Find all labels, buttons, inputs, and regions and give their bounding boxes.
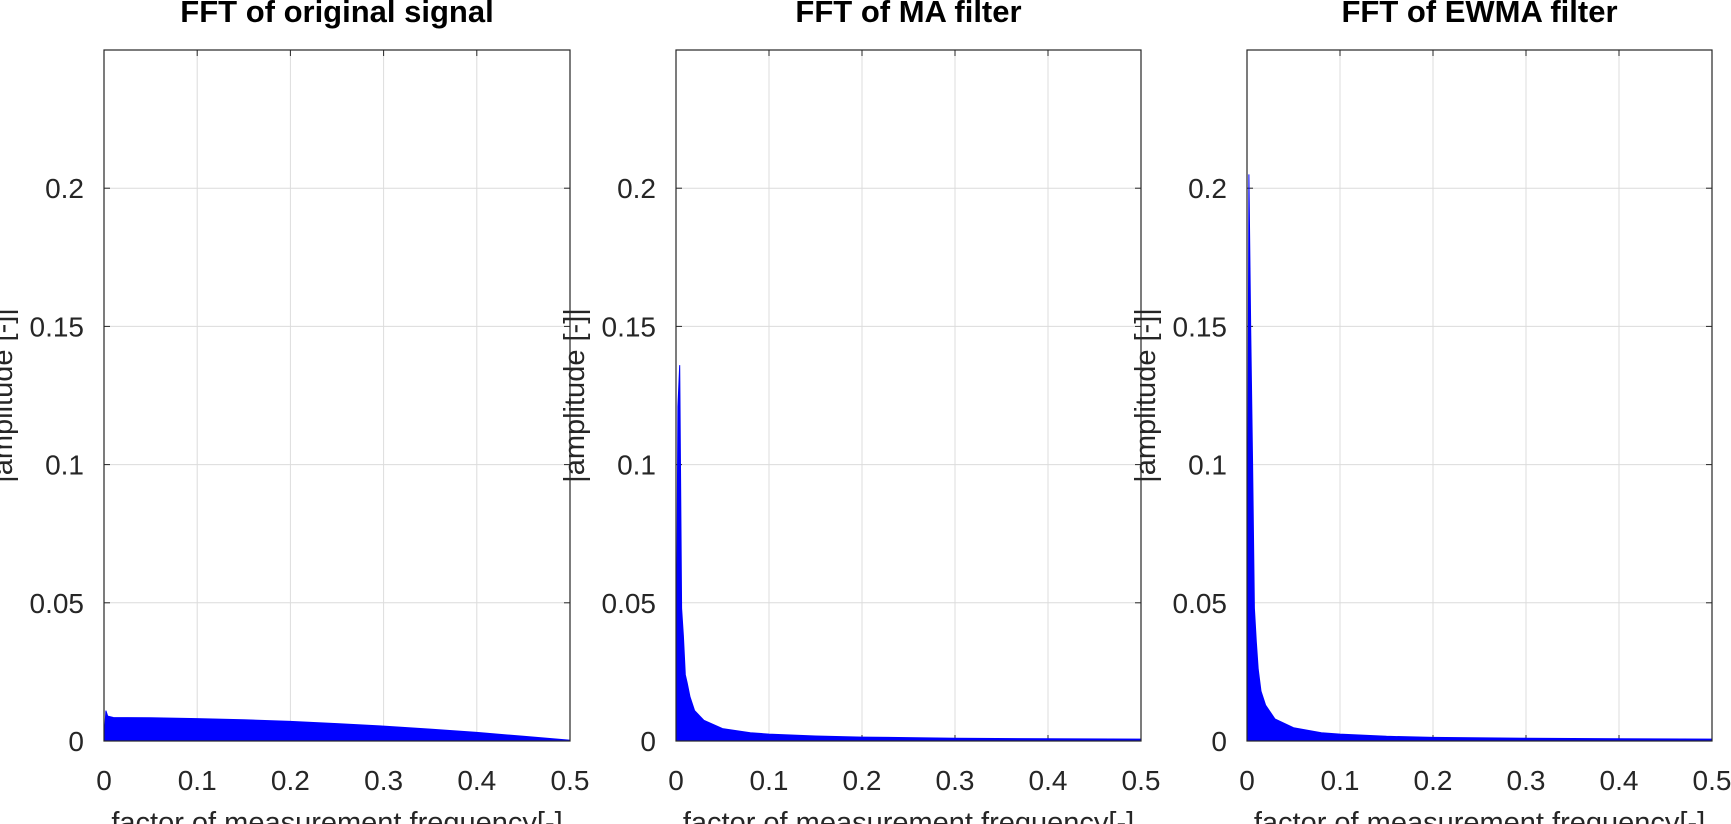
- x-tick-label: 0.1: [1321, 765, 1360, 796]
- axes-frame: [1246, 49, 1713, 742]
- y-tick-label: 0.15: [602, 311, 657, 342]
- panel-ewma-filter: 0 0.05 0.1 0.15 0.2 0 0.1 0.2 0.3 0.4 0.5 FFT of …: [1130, 0, 1731, 824]
- x-tick-label: 0.2: [843, 765, 882, 796]
- x-axis-label: factor of measurement frequency[-]: [111, 807, 562, 824]
- y-tick-label: 0.2: [45, 173, 84, 204]
- y-tick-label: 0.05: [1173, 588, 1228, 619]
- series-area: [1246, 174, 1713, 742]
- chart-title: FFT of original signal: [180, 0, 493, 29]
- y-tick-label: 0.15: [1173, 311, 1228, 342]
- x-tick-label: 0.1: [178, 765, 217, 796]
- y-tick-labels: 0 0.05 0.1 0.15 0.2: [30, 173, 85, 757]
- y-tick-label: 0.15: [30, 311, 85, 342]
- grid-lines: [675, 50, 1142, 742]
- y-tick-labels: 0 0.05 0.1 0.15 0.2: [1173, 173, 1228, 757]
- series-area: [103, 710, 571, 742]
- x-tick-label: 0.1: [750, 765, 789, 796]
- y-tick-label: 0.2: [1188, 173, 1227, 204]
- chart-title: FFT of EWMA filter: [1341, 0, 1617, 29]
- panel-original-signal: 0 0.05 0.1 0.15 0.2 0 0.1 0.2 0.3 0.4 0.5 FFT of …: [0, 0, 589, 824]
- x-tick-label: 0: [96, 765, 112, 796]
- x-tick-labels: 0 0.1 0.2 0.3 0.4 0.5: [1239, 765, 1731, 796]
- y-tick-label: 0.1: [617, 450, 656, 481]
- x-tick-label: 0.5: [1122, 765, 1161, 796]
- x-tick-label: 0.5: [1693, 765, 1731, 796]
- y-tick-labels: 0 0.05 0.1 0.15 0.2: [602, 173, 657, 757]
- x-axis-label: factor of measurement frequency[-]: [683, 807, 1134, 824]
- x-tick-label: 0: [1239, 765, 1255, 796]
- y-tick-label: 0.05: [602, 588, 657, 619]
- x-tick-labels: 0 0.1 0.2 0.3 0.4 0.5: [668, 765, 1160, 796]
- x-tick-label: 0.4: [1600, 765, 1639, 796]
- y-tick-label: 0: [640, 726, 656, 757]
- y-tick-label: 0: [68, 726, 84, 757]
- x-tick-label: 0.3: [936, 765, 975, 796]
- y-tick-label: 0.2: [617, 173, 656, 204]
- x-tick-label: 0.2: [1414, 765, 1453, 796]
- y-axis-label: |amplitude [-]|: [1130, 308, 1162, 483]
- x-tick-label: 0.5: [551, 765, 590, 796]
- chart-title: FFT of MA filter: [795, 0, 1021, 29]
- x-tick-label: 0: [668, 765, 684, 796]
- x-tick-label: 0.3: [1507, 765, 1546, 796]
- y-axis-label: |amplitude [-]|: [0, 308, 19, 483]
- y-axis-label: |amplitude [-]|: [559, 308, 591, 483]
- axes-frame: [103, 49, 571, 742]
- x-tick-label: 0.2: [271, 765, 310, 796]
- x-tick-labels: 0 0.1 0.2 0.3 0.4 0.5: [96, 765, 589, 796]
- y-tick-label: 0.05: [30, 588, 85, 619]
- x-axis-label: factor of measurement frequency[-]: [1254, 807, 1705, 824]
- y-tick-label: 0.1: [1188, 450, 1227, 481]
- x-tick-label: 0.4: [1029, 765, 1068, 796]
- grid-lines: [103, 50, 571, 742]
- panel-ma-filter: 0 0.05 0.1 0.15 0.2 0 0.1 0.2 0.3 0.4 0.5 FFT of …: [559, 0, 1160, 824]
- axes-frame: [675, 49, 1142, 742]
- grid-lines: [1246, 50, 1713, 742]
- x-tick-label: 0.3: [364, 765, 403, 796]
- x-tick-label: 0.4: [457, 765, 496, 796]
- y-tick-label: 0.1: [45, 450, 84, 481]
- series-area: [675, 365, 1142, 742]
- y-tick-label: 0: [1211, 726, 1227, 757]
